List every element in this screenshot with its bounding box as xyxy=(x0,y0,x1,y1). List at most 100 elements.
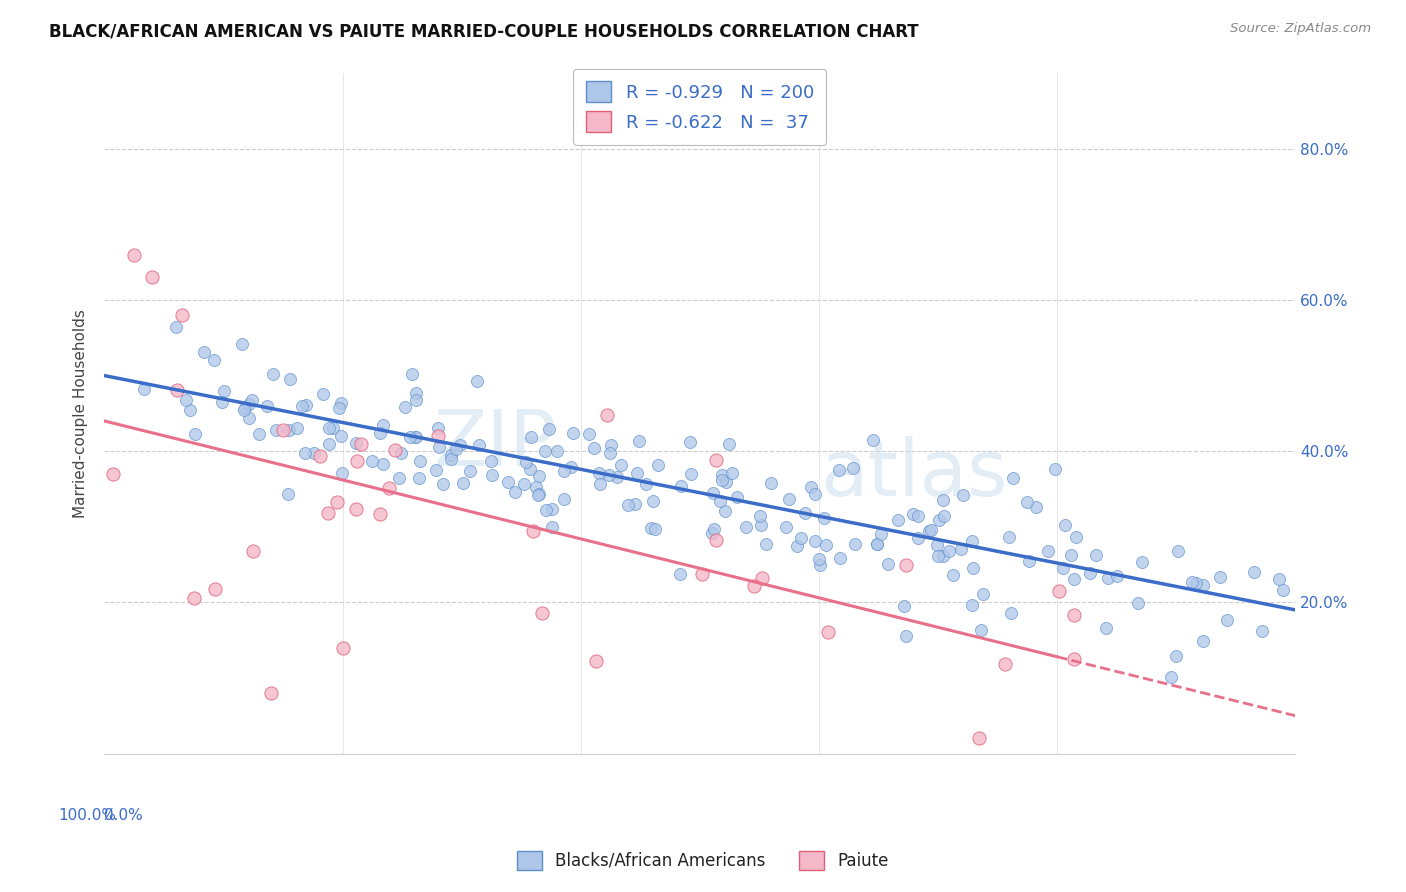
Point xyxy=(749,509,772,524)
Point xyxy=(233,401,256,415)
Point xyxy=(394,400,416,414)
Point xyxy=(578,427,600,442)
Point xyxy=(704,533,727,548)
Point xyxy=(481,467,503,482)
Point xyxy=(193,345,215,359)
Point xyxy=(202,352,225,367)
Point xyxy=(669,479,692,493)
Legend: Blacks/African Americans, Paiute: Blacks/African Americans, Paiute xyxy=(510,844,896,877)
Point xyxy=(634,476,657,491)
Point xyxy=(540,520,562,534)
Point xyxy=(866,537,889,551)
Point xyxy=(165,320,187,334)
Point xyxy=(925,538,948,552)
Point xyxy=(1078,566,1101,580)
Point xyxy=(876,558,898,572)
Point xyxy=(232,402,254,417)
Legend: R = -0.929   N = 200, R = -0.622   N =  37: R = -0.929 N = 200, R = -0.622 N = 37 xyxy=(574,69,827,145)
Point xyxy=(238,397,260,411)
Point xyxy=(998,530,1021,544)
Point xyxy=(204,582,226,597)
Point xyxy=(644,522,666,536)
Point xyxy=(295,398,318,412)
Point xyxy=(344,502,367,516)
Point xyxy=(755,537,778,551)
Point xyxy=(626,466,648,480)
Point xyxy=(264,423,287,437)
Point xyxy=(1130,555,1153,569)
Point xyxy=(717,437,740,451)
Point xyxy=(1060,548,1083,562)
Point xyxy=(378,481,401,495)
Point xyxy=(813,510,835,524)
Point xyxy=(1243,565,1265,579)
Y-axis label: Married-couple Households: Married-couple Households xyxy=(73,309,89,518)
Point xyxy=(277,423,299,437)
Point xyxy=(231,337,253,351)
Point xyxy=(918,524,941,539)
Point xyxy=(534,503,557,517)
Point xyxy=(332,640,354,655)
Point xyxy=(1000,606,1022,620)
Point xyxy=(468,438,491,452)
Point xyxy=(678,435,700,450)
Point xyxy=(842,461,865,475)
Point xyxy=(710,473,733,487)
Point xyxy=(318,437,340,451)
Point xyxy=(479,454,502,468)
Point xyxy=(744,578,766,592)
Point xyxy=(262,367,284,381)
Point xyxy=(950,541,973,556)
Point xyxy=(460,463,482,477)
Text: BLACK/AFRICAN AMERICAN VS PAIUTE MARRIED-COUPLE HOUSEHOLDS CORRELATION CHART: BLACK/AFRICAN AMERICAN VS PAIUTE MARRIED… xyxy=(49,22,920,40)
Point xyxy=(529,468,551,483)
Point xyxy=(969,623,991,637)
Point xyxy=(273,423,295,437)
Point xyxy=(749,518,772,533)
Point xyxy=(212,384,235,399)
Point xyxy=(540,501,562,516)
Point xyxy=(531,607,554,621)
Point xyxy=(370,425,392,440)
Point xyxy=(405,430,427,444)
Point xyxy=(703,522,725,536)
Point xyxy=(960,534,983,549)
Point xyxy=(938,544,960,558)
Point xyxy=(211,395,233,409)
Point xyxy=(101,467,124,481)
Point xyxy=(519,462,541,476)
Point xyxy=(596,409,619,423)
Point xyxy=(932,508,955,523)
Point xyxy=(967,731,990,746)
Point xyxy=(440,448,463,462)
Point xyxy=(794,506,817,520)
Point xyxy=(515,455,537,469)
Point xyxy=(932,493,955,508)
Point xyxy=(844,537,866,551)
Point xyxy=(427,440,450,454)
Point xyxy=(1160,670,1182,684)
Point xyxy=(815,538,838,552)
Point xyxy=(907,531,929,545)
Point xyxy=(291,399,314,413)
Point xyxy=(371,417,394,432)
Point xyxy=(1063,607,1085,622)
Point xyxy=(866,537,889,551)
Point xyxy=(318,421,340,435)
Point xyxy=(1181,575,1204,590)
Point xyxy=(522,524,544,538)
Point xyxy=(643,494,665,508)
Point xyxy=(893,599,915,614)
Point xyxy=(887,513,910,527)
Point xyxy=(759,475,782,490)
Point xyxy=(1268,572,1291,586)
Point xyxy=(828,551,851,566)
Point xyxy=(1209,570,1232,584)
Point xyxy=(942,568,965,582)
Point xyxy=(1084,548,1107,562)
Point xyxy=(1017,495,1039,509)
Point xyxy=(170,308,193,322)
Point xyxy=(449,437,471,451)
Point xyxy=(405,392,427,407)
Point xyxy=(122,247,145,261)
